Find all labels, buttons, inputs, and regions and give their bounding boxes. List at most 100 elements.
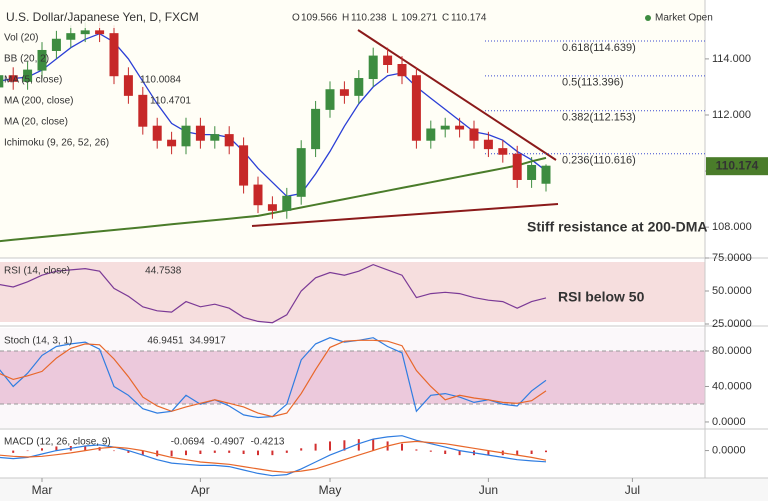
ohlc-prefix: H bbox=[342, 13, 349, 24]
histogram-bar bbox=[242, 450, 245, 454]
candle-body bbox=[354, 78, 364, 96]
histogram-bar bbox=[329, 441, 331, 451]
candle-body bbox=[541, 165, 551, 184]
candle-body bbox=[512, 153, 522, 180]
histogram-bar bbox=[113, 450, 115, 452]
candle-body bbox=[267, 204, 277, 211]
candle-body bbox=[527, 164, 537, 180]
y-tick-label: 75.0000 bbox=[712, 252, 752, 264]
indicator-value: 34.9917 bbox=[190, 336, 227, 347]
candle-body bbox=[296, 148, 306, 197]
market-status: Market Open bbox=[655, 13, 713, 24]
histogram-bar bbox=[257, 450, 259, 456]
y-tick-label: 25.0000 bbox=[712, 318, 752, 330]
y-tick-label: 114.000 bbox=[712, 53, 751, 65]
candle-body bbox=[23, 69, 33, 82]
candle-body bbox=[167, 139, 177, 147]
candle-body bbox=[368, 55, 378, 80]
histogram-bar bbox=[300, 448, 303, 451]
ohlc-value: 110.238 bbox=[351, 13, 387, 24]
candle-body bbox=[311, 108, 321, 150]
moving-average bbox=[0, 32, 547, 198]
x-tick-label: Mar bbox=[32, 483, 53, 497]
indicator-label: MA (200, close) bbox=[4, 96, 73, 107]
histogram-bar bbox=[314, 443, 317, 451]
ohlc-prefix: C bbox=[442, 13, 449, 24]
ohlc-prefix: L bbox=[392, 13, 398, 24]
indicator-label: MACD (12, 26, close, 9) bbox=[4, 437, 111, 448]
annotation: Stiff resistance at 200-DMA bbox=[527, 219, 708, 235]
indicator-value: 46.9451 bbox=[147, 336, 184, 347]
histogram-bar bbox=[429, 450, 432, 452]
histogram-bar bbox=[271, 450, 274, 456]
fib-label: 0.5(113.396) bbox=[562, 77, 624, 89]
histogram-bar bbox=[12, 450, 15, 453]
candle-body bbox=[325, 89, 335, 110]
rsi-band bbox=[0, 262, 705, 322]
candle-body bbox=[51, 38, 61, 51]
indicator-label: RSI (14, close) bbox=[4, 266, 70, 277]
x-tick-label: Jul bbox=[625, 483, 640, 497]
candle-body bbox=[282, 195, 292, 211]
histogram-bar bbox=[285, 450, 288, 453]
candle-body bbox=[411, 75, 421, 141]
histogram-bar bbox=[530, 450, 533, 454]
time-axis-bg bbox=[0, 478, 768, 501]
candle-body bbox=[224, 134, 234, 147]
indicator-label: MA (5, close) bbox=[4, 75, 62, 86]
resistance-trendline bbox=[357, 29, 557, 161]
y-tick-label: 0.0000 bbox=[712, 444, 746, 456]
indicator-value: 110.0084 bbox=[140, 75, 181, 86]
indicator-value: -0.0694 bbox=[171, 437, 205, 448]
histogram-bar bbox=[127, 450, 130, 453]
candle-body bbox=[95, 30, 105, 35]
histogram-bar bbox=[487, 450, 490, 456]
y-tick-label: 112.000 bbox=[712, 109, 751, 121]
indicator-value: -0.4907 bbox=[211, 437, 245, 448]
histogram-bar bbox=[199, 450, 202, 454]
candle-body bbox=[383, 55, 393, 65]
candle-body bbox=[426, 128, 436, 141]
histogram-bar bbox=[26, 450, 29, 452]
candle-body bbox=[483, 139, 493, 150]
histogram-bar bbox=[516, 450, 519, 456]
candle-body bbox=[109, 33, 119, 77]
candle-body bbox=[123, 75, 133, 96]
support-trendline bbox=[251, 203, 559, 227]
candle-body bbox=[66, 33, 76, 40]
indicator-line bbox=[0, 263, 547, 324]
candle-body bbox=[195, 125, 205, 141]
candle-body bbox=[37, 49, 47, 71]
candle-body bbox=[138, 94, 148, 127]
histogram-bar bbox=[401, 443, 403, 451]
ohlc-prefix: O bbox=[292, 13, 300, 24]
y-tick-label: 108.000 bbox=[712, 221, 752, 233]
x-tick-label: May bbox=[319, 483, 342, 497]
candle-body bbox=[8, 75, 18, 82]
y-tick-label: 0.0000 bbox=[712, 416, 746, 428]
ohlc-value: 110.174 bbox=[451, 13, 487, 24]
stoch-band bbox=[0, 351, 705, 404]
histogram-bar bbox=[55, 446, 58, 451]
chart-layer: MarAprMayJunJul114.000112.000110.000108.… bbox=[0, 22, 768, 497]
candle-body bbox=[0, 75, 4, 88]
chart-title: U.S. Dollar/Japanese Yen, D, FXCM bbox=[6, 10, 199, 24]
histogram-bar bbox=[545, 450, 547, 453]
histogram-bar bbox=[372, 439, 375, 451]
x-tick-label: Apr bbox=[191, 483, 210, 497]
status-dot bbox=[645, 15, 651, 21]
annotation: RSI below 50 bbox=[558, 289, 645, 305]
indicator-line bbox=[0, 339, 547, 418]
indicator-label: Vol (20) bbox=[4, 33, 38, 44]
indicator-label: Ichimoku (9, 26, 52, 26) bbox=[4, 138, 109, 149]
ohlc-value: 109.566 bbox=[301, 13, 338, 24]
histogram-bar bbox=[228, 450, 231, 453]
candle-body bbox=[455, 125, 465, 130]
candle-body bbox=[239, 145, 249, 186]
histogram-bar bbox=[343, 440, 346, 451]
candle-body bbox=[469, 128, 479, 141]
histogram-bar bbox=[415, 449, 418, 451]
candle-body bbox=[210, 134, 220, 141]
histogram-bar bbox=[41, 448, 43, 451]
